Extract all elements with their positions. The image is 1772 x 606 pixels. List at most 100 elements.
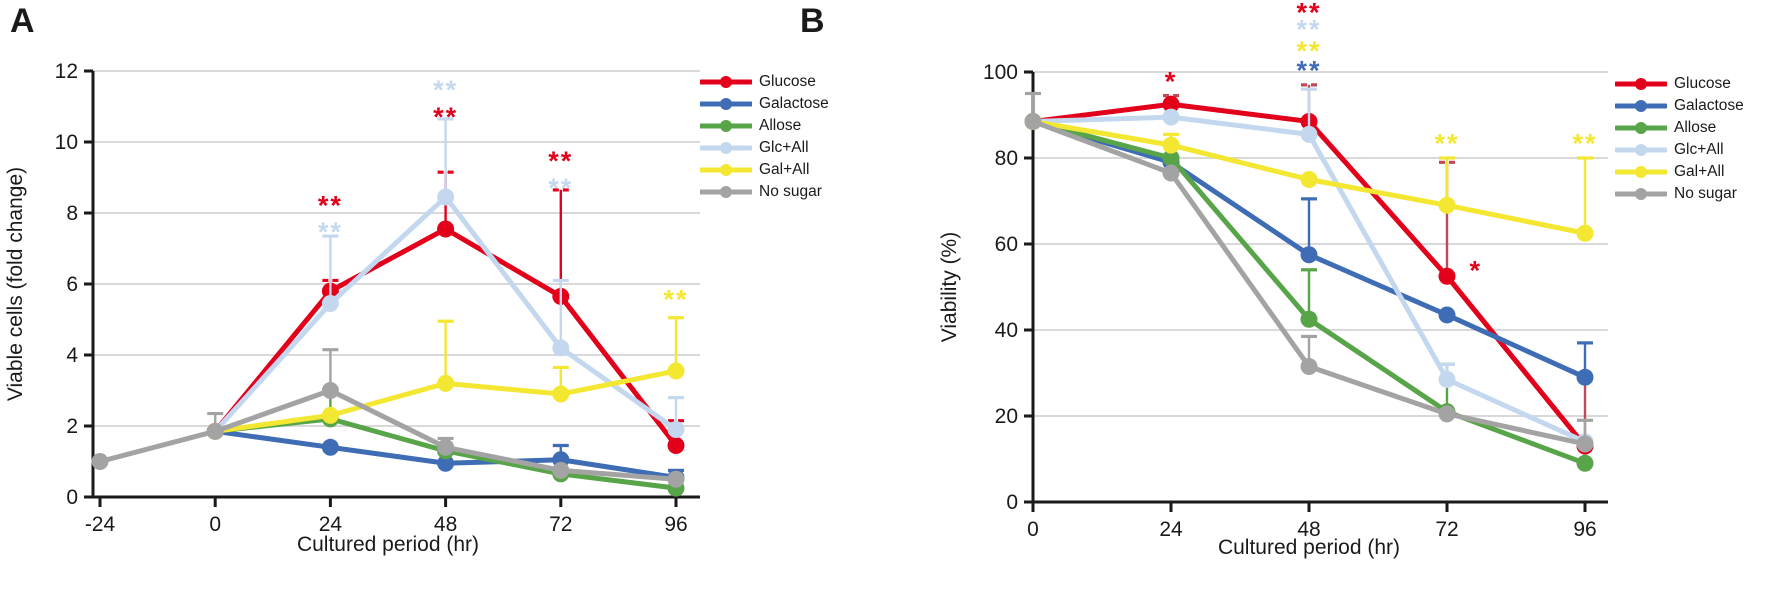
- data-point: [1438, 196, 1456, 214]
- data-point: [437, 438, 455, 456]
- data-point: [1438, 267, 1456, 285]
- data-point: [321, 382, 339, 399]
- gridlines: [93, 70, 700, 427]
- significance-marker: *: [1165, 66, 1178, 96]
- y-tick-label: 20: [995, 405, 1018, 428]
- legend-label: Galactose: [1674, 96, 1744, 114]
- data-point: [321, 295, 339, 313]
- significance-marker: **: [433, 102, 458, 132]
- x-tick-label: 72: [549, 513, 572, 536]
- series-allose: [1024, 112, 1594, 472]
- legend-label: No sugar: [759, 182, 822, 200]
- x-tick-label: 24: [319, 513, 343, 536]
- legend-item-glc-all: Glc+All: [1615, 140, 1744, 159]
- legend-item-glc-all: Glc+All: [700, 138, 829, 157]
- legend-label: Glucose: [1674, 74, 1731, 92]
- data-point: [1162, 149, 1180, 167]
- series-gal-all: [1024, 112, 1594, 242]
- series-glc-all: [1024, 87, 1594, 451]
- data-point: [437, 454, 455, 472]
- data-point: [206, 422, 224, 440]
- legend-item-glucose: Glucose: [1615, 74, 1744, 93]
- legend-item-no-sugar: No sugar: [700, 182, 829, 201]
- legend-swatch-icon: [1615, 121, 1667, 134]
- x-tick-label: 96: [1573, 518, 1596, 541]
- legend-label: Glucose: [759, 72, 816, 90]
- x-tick-label: 48: [434, 513, 457, 536]
- legend-label: Glc+All: [1674, 140, 1724, 158]
- x-tick-label: -24: [85, 513, 116, 536]
- data-point: [1162, 108, 1180, 126]
- y-tick-label: 40: [995, 319, 1018, 342]
- data-point: [321, 438, 339, 456]
- legend-item-no-sugar: No sugar: [1615, 184, 1744, 203]
- y-tick-label: 2: [66, 415, 78, 438]
- y-axis-title: Viable cells (fold change): [4, 167, 27, 401]
- panel-b-label: B: [800, 2, 825, 40]
- data-point: [667, 437, 685, 455]
- y-tick-label: 100: [983, 61, 1018, 84]
- legend-label: Allose: [1674, 118, 1717, 136]
- legend-swatch-icon: [1615, 165, 1667, 178]
- data-point: [1162, 164, 1180, 182]
- data-point: [1300, 310, 1318, 328]
- legend-swatch-icon: [700, 141, 752, 154]
- legend-label: No sugar: [1674, 184, 1737, 202]
- legend-panel-b: Glucose Galactose Allose Glc+All Gal+All No s…: [1615, 74, 1744, 203]
- significance-marker: **: [433, 75, 458, 105]
- data-point: [1576, 368, 1594, 386]
- legend-swatch-icon: [1615, 77, 1667, 90]
- data-point: [437, 220, 455, 238]
- y-tick-label: 10: [55, 131, 78, 154]
- legend-item-galactose: Galactose: [1615, 96, 1744, 115]
- x-tick-label: 0: [209, 513, 221, 536]
- legend-swatch-icon: [1615, 99, 1667, 112]
- data-point: [1162, 95, 1180, 113]
- series-gal-all: [206, 316, 685, 440]
- data-point: [667, 421, 685, 439]
- y-tick-label: 12: [55, 60, 78, 83]
- legend-item-allose: Allose: [700, 116, 829, 135]
- data-point: [552, 339, 570, 357]
- legend-swatch-icon: [700, 185, 752, 198]
- significance-marker: **: [1572, 129, 1597, 159]
- legend-label: Gal+All: [1674, 162, 1725, 180]
- significance-marker: **: [1296, 36, 1321, 66]
- data-point: [1300, 358, 1318, 376]
- significance-marker: **: [1296, 56, 1321, 86]
- data-point: [437, 374, 455, 392]
- legend-panel-a: Glucose Galactose Allose Glc+All Gal+All No s…: [700, 72, 829, 201]
- data-point: [552, 385, 570, 403]
- legend-item-galactose: Galactose: [700, 94, 829, 113]
- legend-item-glucose: Glucose: [700, 72, 829, 91]
- x-axis-title: Cultured period (hr): [297, 533, 479, 556]
- significance-marker: **: [1434, 129, 1459, 159]
- chart-b: 0 20 40 60 80 100 0 24 48 72 96 Cultured period (hr…: [938, 0, 1608, 559]
- data-point: [1576, 435, 1594, 453]
- y-tick-label: 60: [995, 233, 1018, 256]
- data-point: [1300, 246, 1318, 264]
- y-tick-label: 4: [66, 344, 78, 367]
- series-no-sugar: [1024, 91, 1594, 453]
- significance-marker: **: [548, 173, 573, 203]
- y-tick-label: 80: [995, 147, 1018, 170]
- x-tick-label: 72: [1435, 518, 1458, 541]
- legend-swatch-icon: [700, 97, 752, 110]
- data-point: [1438, 306, 1456, 324]
- data-point: [1300, 171, 1318, 188]
- x-axis-title: Cultured period (hr): [1218, 536, 1400, 559]
- data-point: [91, 453, 109, 470]
- y-tick-label: 8: [66, 202, 78, 225]
- y-tick-label: 0: [1006, 491, 1018, 514]
- legend-swatch-icon: [1615, 143, 1667, 156]
- legend-label: Galactose: [759, 94, 829, 112]
- significance-marker: **: [663, 285, 688, 315]
- significance-marker: **: [1296, 0, 1321, 28]
- x-tick-label: 24: [1159, 518, 1183, 541]
- legend-item-gal-all: Gal+All: [1615, 162, 1744, 181]
- data-point: [1438, 405, 1456, 423]
- series-no-sugar: [91, 348, 685, 488]
